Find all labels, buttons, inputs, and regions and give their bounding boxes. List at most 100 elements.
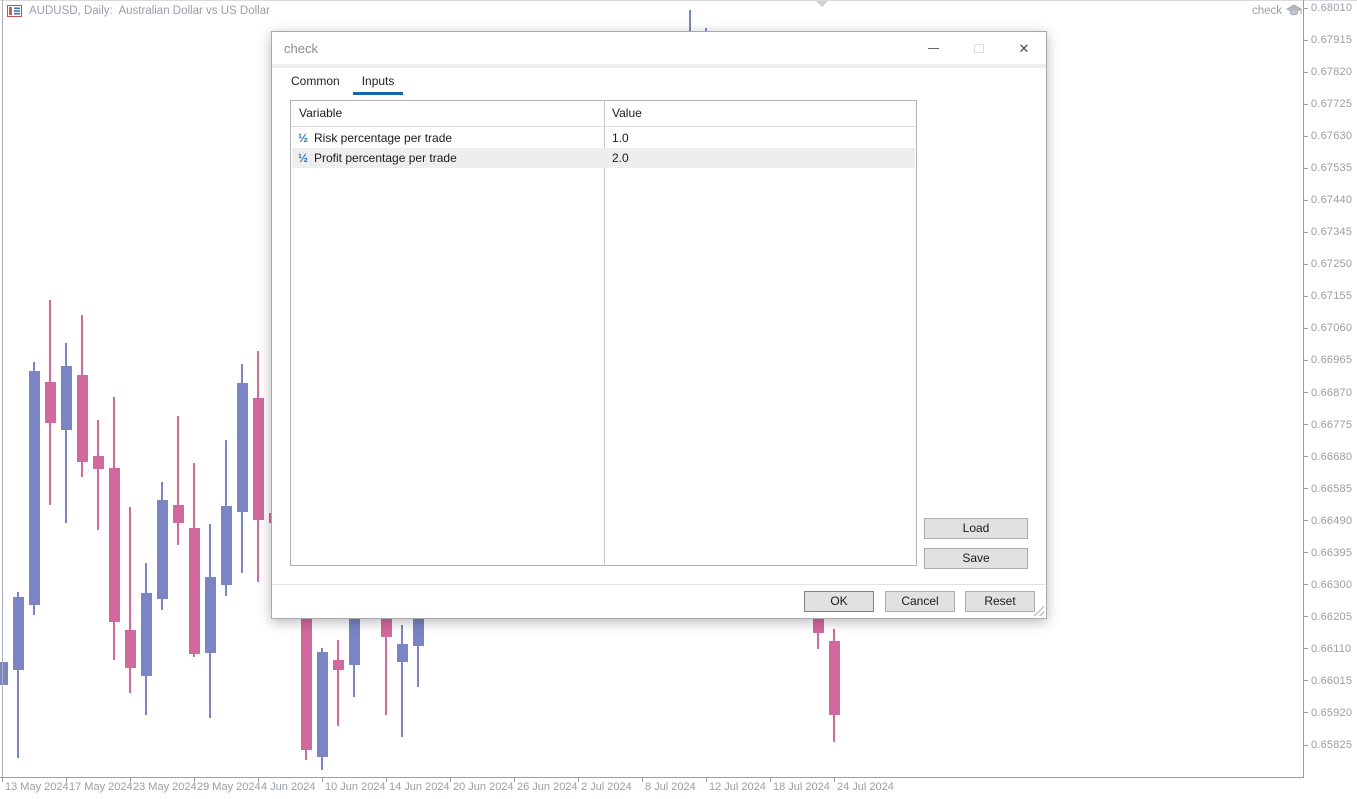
price-tick-mark (1303, 392, 1308, 394)
chart-top-border (0, 0, 1357, 1)
price-tick-text: 0.65825 (1311, 739, 1353, 751)
tab-inputs[interactable]: Inputs (352, 70, 404, 95)
price-tick-mark (1303, 231, 1308, 233)
candle-wick (65, 342, 67, 524)
date-tick-mark (450, 777, 451, 782)
expert-advisor-icon (1286, 4, 1302, 16)
date-tick-mark (2, 777, 3, 782)
price-tick-text: 0.67155 (1311, 290, 1353, 303)
date-axis-label: 29 May 2024 (197, 781, 261, 793)
price-tick-text: 0.66680 (1311, 450, 1353, 463)
chart-header: AUDUSD, Daily: Australian Dollar vs US D… (7, 5, 270, 17)
cancel-button[interactable]: Cancel (885, 591, 955, 612)
price-axis-label: 0.66395 (1303, 546, 1352, 560)
price-tick-mark (1303, 680, 1308, 682)
resize-grip[interactable] (1033, 605, 1044, 616)
close-button[interactable]: ✕ (1008, 32, 1040, 64)
price-axis-label: 0.67725 (1303, 97, 1352, 111)
price-tick-text: 0.66110 (1311, 642, 1352, 655)
date-axis-label: 14 Jun 2024 (389, 781, 450, 793)
chart-left-border (2, 0, 3, 777)
price-axis[interactable] (1303, 0, 1304, 778)
date-axis-label: 4 Jun 2024 (261, 781, 316, 793)
price-axis-label: 0.67440 (1303, 193, 1352, 207)
price-tick-mark (1303, 424, 1308, 426)
close-icon: ✕ (1018, 40, 1030, 56)
price-tick-text: 0.67820 (1311, 66, 1353, 79)
date-axis-label: 18 Jul 2024 (773, 781, 830, 793)
maximize-button[interactable] (963, 32, 995, 64)
price-tick-text: 0.66870 (1311, 386, 1353, 399)
price-tick-text: 0.67250 (1311, 258, 1353, 271)
price-tick-mark (1303, 327, 1308, 329)
candle-wick (337, 640, 339, 727)
date-tick-mark (578, 777, 579, 782)
reset-button[interactable]: Reset (965, 591, 1035, 612)
load-button[interactable]: Load (924, 518, 1028, 539)
date-axis-label: 13 May 2024 (5, 781, 69, 793)
candle-body (220, 506, 232, 586)
candle-body (76, 374, 88, 462)
date-tick-mark (706, 777, 707, 782)
date-axis-label: 2 Jul 2024 (581, 781, 632, 793)
table-column-divider[interactable] (604, 101, 605, 565)
price-tick-text: 0.67440 (1311, 194, 1353, 207)
date-axis[interactable] (0, 777, 1304, 778)
price-tick-mark (1303, 488, 1308, 490)
date-axis-label: 24 Jul 2024 (837, 781, 894, 793)
minimize-button[interactable] (917, 32, 949, 64)
price-axis-label: 0.67250 (1303, 257, 1352, 271)
candle-wick (177, 416, 179, 545)
ok-button[interactable]: OK (804, 591, 874, 612)
input-value-field[interactable]: 1.0 (612, 131, 629, 145)
candle-body (12, 596, 24, 671)
price-tick-mark (1303, 744, 1308, 746)
price-tick-mark (1303, 135, 1308, 137)
input-row-risk[interactable]: ½ Risk percentage per trade 1.0 (292, 128, 915, 148)
candle-body (204, 577, 216, 653)
candle-body (332, 660, 344, 671)
candle-body (252, 397, 264, 520)
date-tick-mark (66, 777, 67, 782)
price-tick-text: 0.66490 (1311, 514, 1353, 527)
price-tick-text: 0.66395 (1311, 546, 1353, 559)
expert-advisor-badge[interactable]: check (1252, 4, 1302, 17)
chart-shift-marker-icon[interactable] (816, 1, 828, 7)
price-axis-label: 0.67915 (1303, 33, 1352, 47)
price-axis-label: 0.67345 (1303, 225, 1352, 239)
save-button[interactable]: Save (924, 548, 1028, 569)
price-tick-text: 0.67535 (1311, 162, 1353, 175)
date-tick-mark (322, 777, 323, 782)
date-axis-label: 17 May 2024 (69, 781, 133, 793)
price-axis-label: 0.65825 (1303, 738, 1352, 752)
price-tick-text: 0.66300 (1311, 578, 1353, 591)
column-header-value: Value (612, 106, 642, 120)
dialog-titlebar[interactable]: check ✕ (272, 32, 1046, 64)
candle-wick (129, 506, 131, 694)
price-axis-label: 0.66775 (1303, 418, 1352, 432)
price-axis-label: 0.66205 (1303, 610, 1352, 624)
candle-body (348, 599, 360, 666)
date-axis-label: 10 Jun 2024 (325, 781, 386, 793)
symbol-title: AUDUSD, Daily: Australian Dollar vs US D… (29, 5, 270, 17)
candle-body (92, 455, 104, 470)
titlebar-divider (272, 64, 1046, 68)
candle-wick (97, 419, 99, 531)
column-header-variable: Variable (299, 106, 343, 120)
input-row-profit[interactable]: ½ Profit percentage per trade 2.0 (292, 148, 915, 168)
price-axis-label: 0.65920 (1303, 706, 1352, 720)
tab-common[interactable]: Common (291, 74, 340, 88)
candle-body (300, 599, 312, 751)
date-tick-mark (386, 777, 387, 782)
date-tick-mark (642, 777, 643, 782)
double-type-icon: ½ (298, 151, 309, 165)
candle-wick (401, 624, 403, 737)
input-value-field[interactable]: 2.0 (612, 151, 629, 165)
candle-body (108, 468, 120, 622)
candle-body (28, 370, 40, 605)
date-axis-label: 23 May 2024 (133, 781, 197, 793)
candle-body (44, 382, 56, 423)
expert-advisor-name: check (1252, 4, 1283, 17)
